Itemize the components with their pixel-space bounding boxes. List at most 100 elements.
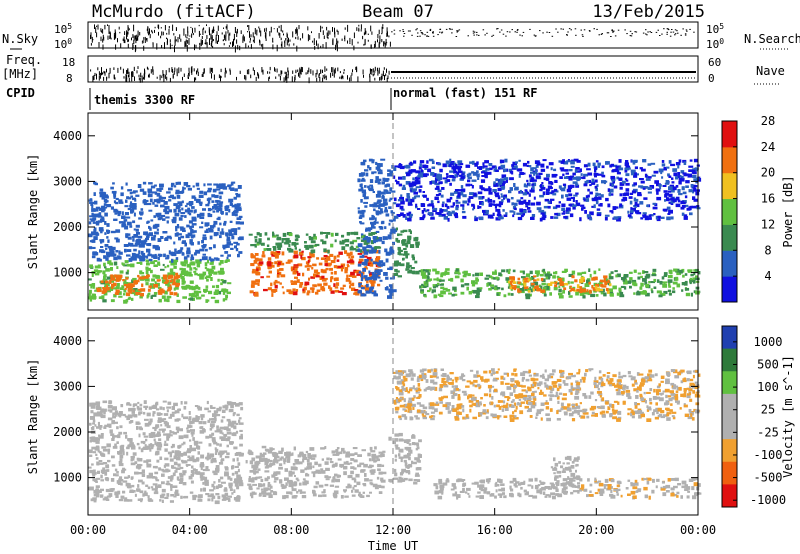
- nsky-mark: [109, 35, 111, 39]
- freq-mark: [326, 68, 328, 71]
- nsky-mark: [152, 43, 154, 48]
- nsky-mark: [100, 28, 102, 32]
- nsky-trace: [90, 24, 695, 53]
- nsky-mark: [542, 32, 544, 34]
- nsky-mark: [137, 30, 139, 38]
- nsky-mark: [506, 31, 509, 33]
- nsky-mark: [314, 46, 316, 50]
- nsky-mark: [265, 38, 267, 41]
- power-ytick-label: 1000: [53, 266, 82, 280]
- nsky-mark: [449, 28, 451, 30]
- nsky-mark: [666, 28, 669, 30]
- nsky-mark: [693, 31, 695, 33]
- nsky-mark: [249, 37, 251, 41]
- nsky-mark: [142, 39, 144, 44]
- nsky-mark: [147, 26, 149, 34]
- nsky-mark: [476, 31, 478, 33]
- nsky-mark: [364, 28, 366, 35]
- freq-mark: [339, 76, 341, 79]
- freq-mark: [323, 77, 325, 80]
- nsky-mark: [499, 31, 501, 33]
- nsky-mark: [234, 27, 236, 33]
- freq-mark: [239, 70, 241, 74]
- power-colorbar-swatch: [722, 224, 737, 251]
- power-colorbar-swatch: [722, 250, 737, 277]
- nsky-mark: [295, 30, 297, 35]
- nsky-mark: [167, 38, 168, 44]
- freq-label: Freq.: [6, 53, 42, 67]
- nsky-mark: [96, 32, 98, 38]
- power-colorbar-frame: [721, 120, 738, 303]
- freq-mark: [371, 69, 373, 75]
- nsky-mark: [222, 39, 224, 41]
- freq-mark: [117, 67, 119, 73]
- nsky-mark: [689, 28, 691, 30]
- nsky-mark: [127, 43, 129, 49]
- power-colorbar-label: 16: [761, 192, 775, 206]
- nsky-mark: [472, 32, 475, 34]
- velocity-ytick-label: 4000: [53, 334, 82, 348]
- nsky-mark: [456, 30, 458, 32]
- nsky-mark: [223, 43, 225, 46]
- nsky-mark: [377, 34, 379, 39]
- nsky-mark: [135, 35, 136, 40]
- freq-mark: [188, 67, 190, 72]
- nsky-mark: [108, 29, 110, 34]
- nsky-mark: [236, 28, 238, 34]
- freq-mark: [316, 77, 318, 82]
- freq-mark: [373, 72, 375, 76]
- nsky-mark: [317, 43, 319, 50]
- nsky-mark: [353, 32, 355, 39]
- nsky-mark: [336, 44, 338, 52]
- nsky-mark: [437, 34, 439, 36]
- freq-mark: [143, 77, 144, 80]
- nsky-mark: [374, 40, 376, 48]
- freq-mark: [350, 77, 352, 82]
- nsky-mark: [374, 44, 376, 49]
- nsky-mark: [427, 35, 430, 37]
- nsky-mark: [154, 26, 156, 29]
- velocity-heatmap: [88, 368, 702, 505]
- freq-mark: [318, 73, 320, 76]
- freq-mark: [275, 76, 277, 79]
- nsky-mark: [334, 27, 335, 35]
- nsky-mark: [476, 34, 478, 36]
- nsky-mark: [272, 37, 274, 43]
- nsky-mark: [429, 28, 432, 30]
- nave-tick-top: 60: [708, 56, 721, 69]
- nsky-mark: [141, 42, 143, 44]
- nsky-mark: [102, 34, 104, 39]
- nsky-mark: [223, 34, 225, 39]
- nsky-mark: [132, 34, 134, 38]
- nsky-mark: [566, 34, 568, 36]
- freq-mark: [98, 71, 100, 76]
- nsky-mark: [326, 26, 328, 31]
- nsky-mark: [334, 31, 336, 38]
- freq-mark: [383, 67, 385, 70]
- nsky-mark: [307, 26, 309, 31]
- freq-mark: [229, 70, 231, 75]
- nsky-mark: [514, 31, 516, 33]
- nsky-mark: [162, 31, 164, 36]
- freq-mark: [144, 68, 145, 73]
- velocity-colorbar-label: 1000: [754, 335, 783, 349]
- nsky-mark: [191, 33, 193, 38]
- nsky-mark: [184, 41, 186, 48]
- freq-mark: [384, 75, 385, 81]
- nsky-mark: [388, 35, 390, 38]
- nsky-mark: [581, 34, 584, 36]
- nsky-mark: [516, 31, 518, 33]
- nsky-mark: [252, 39, 254, 42]
- nsky-mark: [101, 30, 103, 33]
- power-region-9: [508, 275, 612, 294]
- freq-mark: [98, 75, 100, 81]
- cpid-panel: CPID themis 3300 RF normal (fast) 151 RF: [6, 86, 538, 110]
- nsky-mark: [221, 32, 223, 35]
- nsky-mark: [467, 35, 469, 37]
- nsky-mark: [522, 31, 525, 33]
- nsky-mark: [96, 25, 98, 27]
- nsky-mark: [677, 32, 679, 34]
- nsky-mark: [566, 34, 568, 36]
- nsky-mark: [169, 39, 171, 43]
- freq-mark: [269, 71, 271, 74]
